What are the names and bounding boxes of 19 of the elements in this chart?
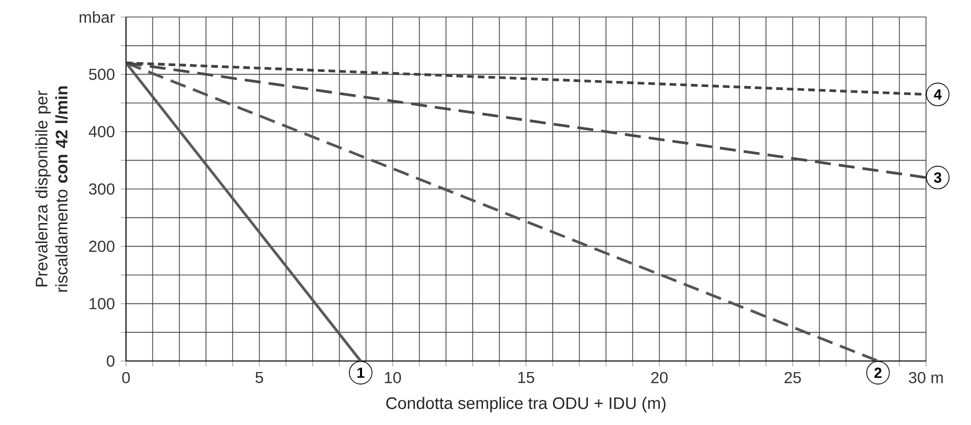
annotation: 4 <box>934 89 942 100</box>
annotation: 2 <box>874 368 882 378</box>
x-tick-label: 0 <box>122 372 130 384</box>
y-tick-label: mbar <box>80 11 115 23</box>
x-tick-label: 25 <box>784 372 801 384</box>
y-tick-label: 500 <box>89 68 114 80</box>
y-tick-label: 200 <box>89 240 114 252</box>
annotation: 3 <box>934 172 942 183</box>
x-tick-label: 30 m <box>908 372 943 384</box>
x-axis-title: Condotta semplice tra ODU + IDU (m) <box>386 396 666 412</box>
y-tick-label: 400 <box>88 126 114 138</box>
y-tick-label: 0 <box>106 355 114 367</box>
x-tick-label: 5 <box>256 372 264 384</box>
x-tick-label: 10 <box>384 372 401 384</box>
x-tick-label: 20 <box>651 372 668 384</box>
x-tick-label: 15 <box>518 372 534 384</box>
y-tick-label: 100 <box>90 298 114 310</box>
y-tick-label: 300 <box>88 183 114 195</box>
annotation: 1 <box>358 368 364 378</box>
